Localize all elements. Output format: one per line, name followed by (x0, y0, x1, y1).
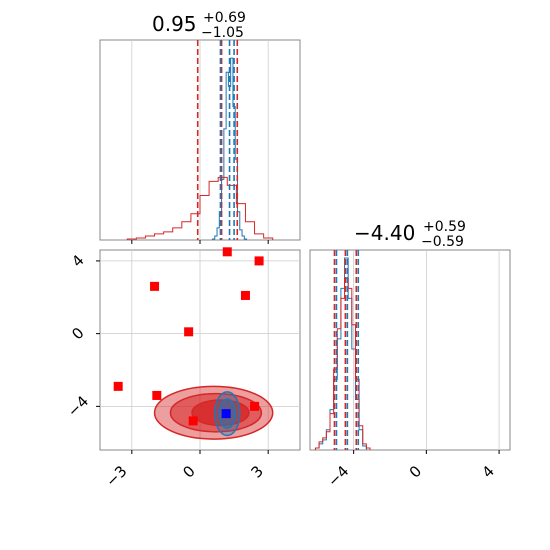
joint-xtick-label: −3 (102, 462, 130, 490)
right-marginal-title-value: −4.40 (354, 221, 415, 245)
right-marginal-histograms (314, 257, 371, 450)
top-marginal-title-plus: +0.69 (203, 10, 246, 26)
right-marginal-tick-label: 4 (478, 462, 497, 481)
right-marginal-title-plus: +0.59 (423, 219, 466, 235)
right-marginal-ticks: −4 0 4 (324, 450, 500, 490)
right-marginal-quantile-lines (333, 250, 360, 450)
top-marginal-histogram-panel (99, 39, 301, 244)
joint-contours (153, 385, 274, 440)
joint-red-point (152, 390, 162, 400)
joint-red-point (184, 327, 194, 337)
joint-ytick-label: −4 (64, 392, 92, 420)
joint-ytick-label: 4 (68, 251, 87, 270)
right-marginal-title-minus: −0.59 (421, 234, 464, 250)
joint-points (113, 247, 264, 426)
top-marginal-ticks (131, 240, 269, 244)
top-marginal-title-value: 0.95 (152, 12, 197, 36)
right-marginal-histogram-red (314, 277, 371, 450)
right-marginal-frame (309, 249, 511, 451)
joint-xtick-label: 3 (248, 462, 267, 481)
joint-red-point (188, 416, 198, 426)
top-marginal-title-minus: −1.05 (201, 25, 244, 41)
joint-red-point (250, 401, 260, 411)
right-marginal-grid (353, 250, 500, 450)
right-marginal-histogram-panel: −4 0 4 (309, 249, 511, 490)
joint-red-point (150, 281, 160, 291)
right-marginal-tick-label: 0 (406, 462, 425, 481)
joint-blue-point (221, 409, 231, 419)
joint-red-point (222, 247, 232, 257)
right-marginal-tick-label: −4 (324, 462, 352, 490)
joint-red-point (113, 381, 123, 391)
top-marginal-quantile-lines (196, 40, 239, 240)
joint-ytick-label: 0 (68, 324, 87, 343)
joint-red-point (240, 290, 250, 300)
joint-xtick-label: 0 (179, 462, 198, 481)
top-marginal-histogram-red (126, 176, 274, 240)
joint-distribution-panel: −3 0 3 4 0 −4 (64, 247, 301, 490)
joint-red-point (254, 256, 264, 266)
